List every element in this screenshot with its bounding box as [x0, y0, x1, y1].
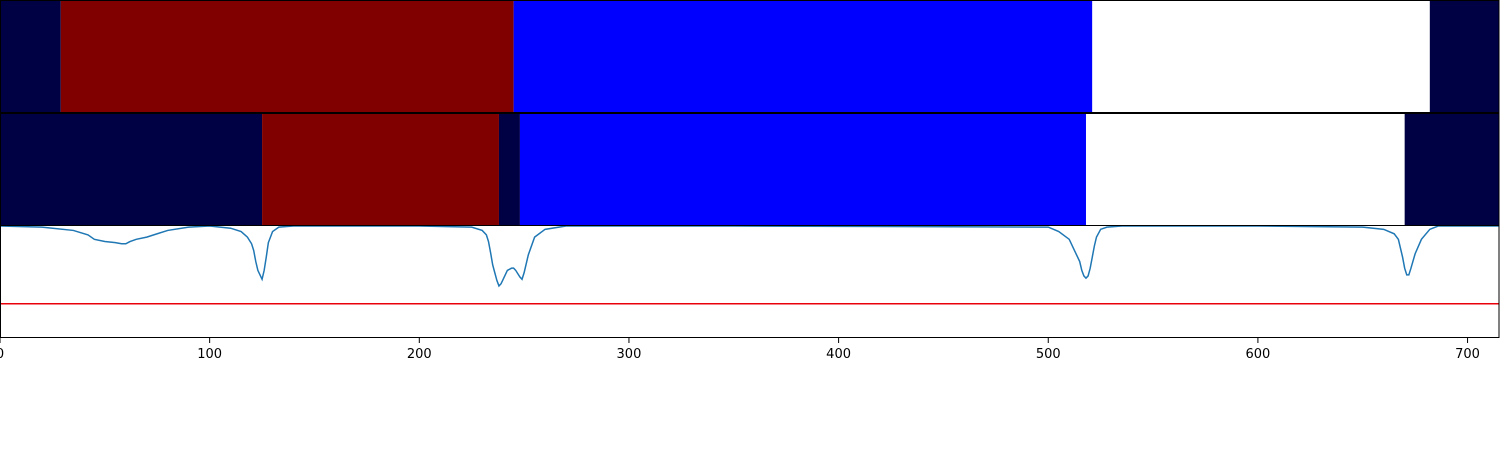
panel-frame-3 — [0, 225, 1500, 338]
x-tick-label: 100 — [197, 347, 222, 362]
segment-background-class — [498, 114, 520, 225]
x-tick-label: 200 — [407, 347, 432, 362]
x-tick-label: 500 — [1036, 347, 1061, 362]
segment-background-class — [1429, 1, 1499, 112]
signal-panel — [0, 225, 1499, 305]
segment-row-1 — [0, 1, 1499, 112]
x-tick-label: 600 — [1245, 347, 1270, 362]
segment-class-a — [60, 1, 514, 112]
panel-frames — [0, 0, 1500, 338]
signal-line — [0, 225, 1499, 288]
segment-class-b — [519, 114, 1086, 225]
x-tick-label: 300 — [617, 347, 642, 362]
segment-class-c — [1085, 114, 1405, 225]
segment-class-a — [262, 114, 499, 225]
x-tick-label: 700 — [1455, 347, 1480, 362]
x-tick-label: 400 — [826, 347, 851, 362]
x-tick-label: 0 — [0, 347, 4, 362]
segment-row-2 — [0, 114, 1499, 225]
segment-background-class — [0, 1, 61, 112]
segment-class-c — [1092, 1, 1430, 112]
x-axis: 0 100 200 300 400 500 600 700 — [0, 338, 1480, 362]
segment-background-class — [0, 114, 263, 225]
segment-background-class — [1404, 114, 1499, 225]
segment-class-b — [513, 1, 1093, 112]
panel-frame-1 — [0, 0, 1500, 113]
